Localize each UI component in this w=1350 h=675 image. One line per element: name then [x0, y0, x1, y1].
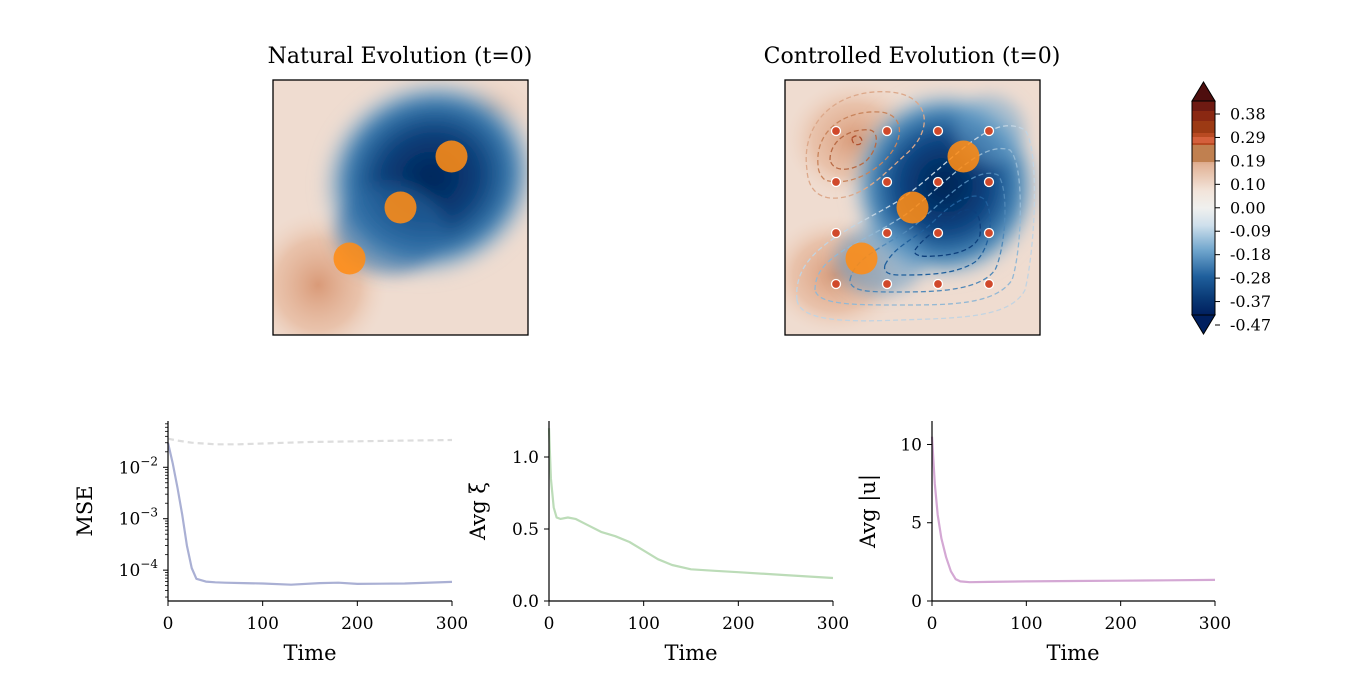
xi-dot-chart: Time Avg ξ̇ 0 100 200 300 0.0 0.5 1.0: [466, 421, 849, 665]
sensor-point: [881, 125, 893, 137]
colorbar-extend-top: [1191, 81, 1216, 102]
vortex-point: [435, 140, 468, 173]
contour-positive: [817, 111, 901, 183]
x-tick-label: 200: [1104, 614, 1136, 634]
xi-dot-chart-ylabel: Avg ξ̇: [466, 482, 490, 541]
heatmap-controlled-title: Controlled Evolution (t=0): [764, 44, 1061, 69]
heatmap-natural-title: Natural Evolution (t=0): [268, 44, 533, 69]
x-tick-label: 300: [1199, 614, 1231, 634]
vortex-markers: [845, 140, 980, 275]
heatmap-controlled-frame: [784, 79, 1041, 336]
y-tick-label: 5: [911, 514, 922, 534]
colorbar-tick-label: 0.38: [1230, 105, 1266, 124]
colorbar: 0.38 0.29 0.19 0.10 0.00 -0.09 -0.18 -0.28 -0.37…: [1191, 81, 1271, 335]
x-tick-label: 100: [627, 614, 659, 634]
y-tick-label: 1.0: [512, 448, 539, 468]
sensor-point: [881, 227, 893, 239]
colorbar-band: [1192, 111, 1215, 121]
contour-positive: [829, 129, 877, 170]
sensor-point: [830, 176, 842, 188]
contour-positive: [851, 135, 863, 146]
contour-negative: [849, 172, 1006, 293]
colorbar-extend-bottom: [1191, 314, 1216, 335]
vortex-point: [947, 140, 980, 173]
xi-dot-chart-xlabel: Time: [664, 641, 717, 665]
control-chart: Time Avg |u| 0 100 200 300 0 5 10: [856, 421, 1231, 665]
sensor-point: [932, 176, 944, 188]
colorbar-tick-label: -0.18: [1230, 245, 1271, 264]
colorbar-ticks: 0.38 0.29 0.19 0.10 0.00 -0.09 -0.18 -0.28 -0.37…: [1215, 105, 1271, 335]
mse-chart-xlabel: Time: [283, 641, 336, 665]
sensor-point: [932, 227, 944, 239]
contour-negative: [796, 125, 1036, 322]
x-tick-label: 0: [927, 614, 938, 634]
x-tick-label: 300: [436, 614, 468, 634]
mse-chart: Time MSE 0 100 200 300 10−2 10−3 10−4: [73, 421, 468, 665]
sensor-point: [830, 278, 842, 290]
vortex-point: [896, 191, 929, 224]
x-tick-label: 100: [1010, 614, 1042, 634]
colorbar-tick-label: 0.29: [1230, 128, 1266, 147]
control-chart-xlabel: Time: [1046, 641, 1099, 665]
y-tick-label: 0.0: [512, 592, 539, 612]
vortex-point: [333, 242, 366, 275]
y-tick-label: 10−3: [119, 506, 158, 530]
series-line: [167, 437, 453, 446]
contour-lines: [796, 91, 1036, 322]
colorbar-tick-label: 0.10: [1230, 175, 1266, 194]
contour-negative: [914, 209, 981, 257]
sensor-point: [983, 176, 995, 188]
x-tick-label: 100: [246, 614, 278, 634]
sensor-point: [830, 227, 842, 239]
contour-positive: [805, 91, 925, 199]
x-tick-label: 200: [341, 614, 373, 634]
control-chart-ylabel: Avg |u|: [856, 474, 881, 549]
sensor-point: [932, 125, 944, 137]
heatmap-natural: Natural Evolution (t=0): [268, 44, 533, 336]
x-tick-label: 200: [722, 614, 754, 634]
sensor-point: [881, 176, 893, 188]
y-tick-label: 0: [911, 592, 922, 612]
heatmap-natural-frame: [272, 79, 529, 336]
y-tick-label: 10: [900, 435, 922, 455]
mse-chart-ylabel: MSE: [73, 485, 97, 536]
colorbar-band: [1192, 145, 1215, 162]
series-line: [547, 428, 834, 580]
colorbar-band: [1192, 121, 1215, 133]
sensor-markers: [830, 125, 995, 290]
sensor-point: [983, 125, 995, 137]
x-tick-label: 0: [544, 614, 555, 634]
colorbar-tick-label: -0.47: [1230, 316, 1271, 335]
sensor-point: [881, 278, 893, 290]
vortex-point: [384, 191, 417, 224]
sensor-point: [932, 278, 944, 290]
colorbar-tick-label: -0.37: [1230, 292, 1271, 311]
sensor-point: [983, 278, 995, 290]
colorbar-tick-label: 0.19: [1230, 151, 1266, 170]
colorbar-band: [1192, 137, 1215, 143]
vortex-point: [845, 242, 878, 275]
y-tick-label: 0.5: [512, 520, 539, 540]
heatmap-controlled: Controlled Evolution (t=0): [764, 44, 1061, 336]
sensor-point: [830, 125, 842, 137]
colorbar-band: [1192, 101, 1215, 111]
series-line: [166, 442, 453, 586]
y-tick-label: 10−4: [119, 557, 159, 581]
colorbar-tick-label: 0.00: [1230, 198, 1266, 217]
colorbar-tick-label: -0.09: [1230, 222, 1271, 241]
x-tick-label: 0: [163, 614, 174, 634]
vortex-markers: [333, 140, 468, 275]
colorbar-tick-label: -0.28: [1230, 269, 1271, 288]
x-tick-label: 300: [817, 614, 849, 634]
contour-negative: [814, 147, 1022, 306]
series-line: [930, 436, 1216, 584]
sensor-point: [983, 227, 995, 239]
y-tick-label: 10−2: [119, 454, 158, 478]
